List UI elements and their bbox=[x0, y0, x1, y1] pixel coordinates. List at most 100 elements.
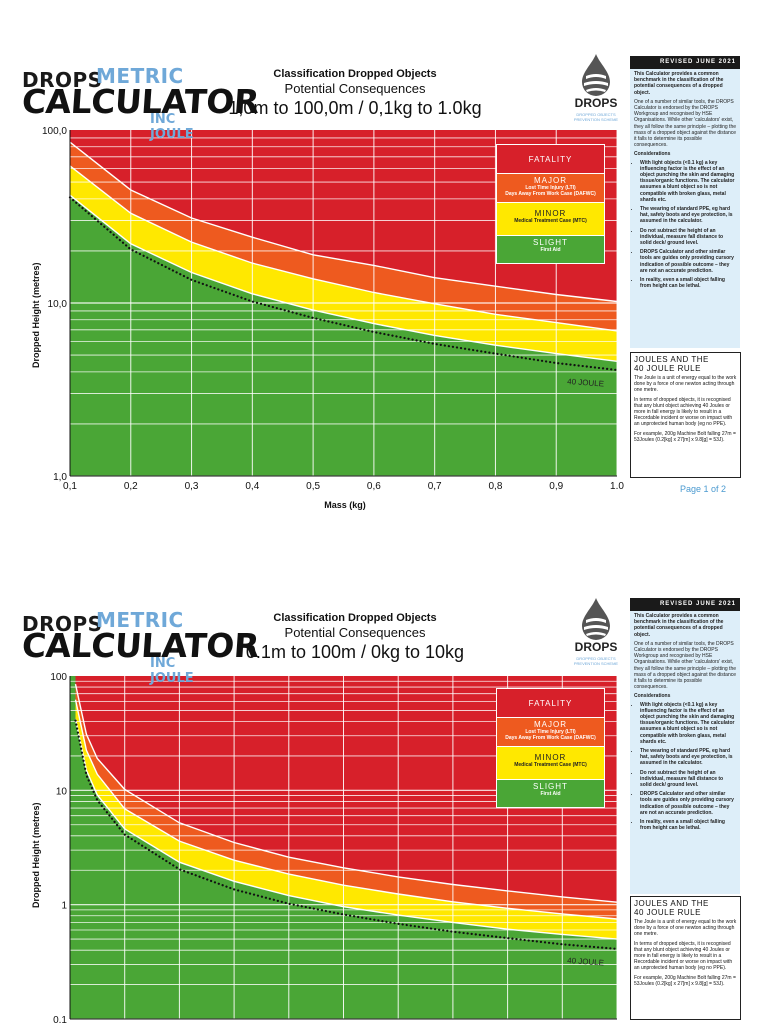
logo-metric-text: METRIC bbox=[96, 64, 184, 88]
y-axis-label-2: Dropped Height (metres) bbox=[31, 802, 41, 908]
consideration-item: The wearing of standard PPE, eg hard hat… bbox=[640, 206, 736, 225]
y-tick-label: 10 bbox=[56, 786, 68, 797]
revised-date-banner: REVISED JUNE 2021 bbox=[630, 56, 740, 69]
brand-name: DROPS bbox=[574, 96, 618, 110]
page-title-block-2: Classification Dropped Objects Potential… bbox=[205, 612, 505, 663]
x-tick-label: 0,5 bbox=[306, 481, 320, 492]
page-title-line1: Classification Dropped Objects bbox=[273, 612, 437, 624]
drops-brand-2: DROPS DROPPED OBJECTS PREVENTION SCHEME bbox=[566, 596, 626, 671]
page-title-range: 0.1m to 100m / 0kg to 10kg bbox=[245, 642, 465, 662]
joule-40-line bbox=[68, 196, 619, 372]
joule-40-label: 40 JOULE bbox=[567, 377, 604, 389]
joule-example: For example, 200g Machine Bolt falling 2… bbox=[634, 974, 736, 987]
joule-40-line bbox=[74, 719, 619, 950]
drops-calculator-logo-2: DROPS METRIC CALCULATOR INC JOULE bbox=[21, 608, 261, 686]
page-title-line2: Potential Consequences bbox=[284, 625, 426, 640]
logo-drops-text: DROPS bbox=[22, 68, 103, 92]
info-sidebar: REVISED JUNE 2021 This Calculator provid… bbox=[630, 56, 740, 348]
joule-definition: The Joule is a unit of energy equal to t… bbox=[634, 375, 737, 394]
x-tick-label: 0,4 bbox=[245, 481, 259, 492]
fatality-boundary-line bbox=[74, 683, 618, 903]
legend-fatality: FATALITY bbox=[497, 689, 604, 718]
x-tick-label: 1.0 bbox=[610, 481, 624, 492]
page-2: 40 JOULE 100 10 1 0.1 DROPS METRIC CALCULATO… bbox=[0, 536, 768, 1024]
consideration-item: With light objects (<0.1 kg) a key influ… bbox=[640, 160, 736, 203]
consideration-item: Do not subtract the height of an individ… bbox=[640, 770, 736, 789]
sidebar-paragraph: One of a number of similar tools, the DR… bbox=[634, 98, 737, 149]
consideration-item: In reality, even a small object falling … bbox=[640, 277, 736, 289]
logo-drops-text: DROPS bbox=[22, 612, 103, 636]
consideration-item: In reality, even a small object falling … bbox=[640, 819, 736, 831]
x-tick-label: 0,6 bbox=[367, 481, 381, 492]
slight-region bbox=[70, 195, 617, 476]
x-tick-label: 0,7 bbox=[428, 481, 442, 492]
page-title-range: 1,0m to 100,0m / 0,1kg to 1.0kg bbox=[228, 98, 482, 118]
info-sidebar-2: REVISED JUNE 2021 This Calculator provid… bbox=[630, 598, 740, 894]
x-tick-label: 0,3 bbox=[185, 481, 199, 492]
logo-metric-text: METRIC bbox=[96, 608, 184, 632]
x-axis-label: Mass (kg) bbox=[324, 500, 366, 510]
considerations-list: With light objects (<0.1 kg) a key influ… bbox=[634, 702, 736, 832]
logo-inc-joule-text: INC JOULE bbox=[150, 112, 194, 142]
drop-logo-icon bbox=[582, 54, 610, 96]
revised-date-banner: REVISED JUNE 2021 bbox=[630, 598, 740, 611]
fatality-boundary-line bbox=[69, 141, 618, 303]
consideration-item: DROPS Calculator and other similar tools… bbox=[640, 791, 736, 816]
slight-region bbox=[70, 676, 617, 1019]
considerations-title: Considerations bbox=[634, 151, 671, 158]
joule-box-title: JOULES AND THE 40 JOULE RULE bbox=[634, 355, 709, 373]
legend-minor: MINOR Medical Treatment Case (MTC) bbox=[497, 203, 604, 236]
joule-rule-box: JOULES AND THE 40 JOULE RULE The Joule i… bbox=[630, 352, 741, 478]
considerations-title: Considerations bbox=[634, 693, 671, 700]
y-tick-label: 100,0 bbox=[42, 126, 67, 137]
severity-legend: FATALITY MAJOR Lost Time Injury (LTI) Da… bbox=[496, 144, 605, 264]
considerations-list: With light objects (<0.1 kg) a key influ… bbox=[634, 160, 736, 290]
page-1: 40 JOULE 100,0 10,0 1,0 0,1 0,2 0,3 0,4 0,5 0,6 0,… bbox=[0, 0, 768, 512]
joule-box-title: JOULES AND THE 40 JOULE RULE bbox=[634, 899, 709, 917]
legend-major: MAJOR Lost Time Injury (LTI) Days Away F… bbox=[497, 174, 604, 203]
x-tick-label: 0,2 bbox=[124, 481, 138, 492]
logo-inc-joule-text: INC JOULE bbox=[150, 656, 194, 686]
sidebar-paragraph: One of a number of similar tools, the DR… bbox=[634, 640, 737, 691]
joule-example: For example, 200g Machine Bolt falling 2… bbox=[634, 430, 736, 443]
x-tick-label: 0,1 bbox=[63, 481, 77, 492]
drops-calculator-logo: DROPS METRIC CALCULATOR INC JOULE bbox=[21, 64, 261, 142]
y-axis-label: Dropped Height (metres) bbox=[31, 262, 41, 368]
brand-name: DROPS bbox=[574, 640, 618, 654]
y-tick-label: 10,0 bbox=[48, 299, 68, 310]
major-boundary-line bbox=[74, 699, 618, 920]
joule-rule-text: In terms of dropped objects, it is recog… bbox=[634, 940, 733, 972]
minor-boundary-line bbox=[69, 194, 618, 362]
legend-minor: MINOR Medical Treatment Case (MTC) bbox=[497, 747, 604, 780]
page-title-block: Classification Dropped Objects Potential… bbox=[205, 68, 505, 119]
sidebar-intro: This Calculator provides a common benchm… bbox=[634, 613, 724, 638]
drop-logo-icon bbox=[582, 598, 610, 640]
drops-brand: DROPS DROPPED OBJECTS PREVENTION SCHEME bbox=[566, 52, 626, 127]
consideration-item: Do not subtract the height of an individ… bbox=[640, 228, 736, 247]
x-tick-label: 0,9 bbox=[549, 481, 563, 492]
consideration-item: With light objects (<0.1 kg) a key influ… bbox=[640, 702, 736, 745]
legend-fatality: FATALITY bbox=[497, 145, 604, 174]
page-title-line2: Potential Consequences bbox=[284, 81, 426, 96]
joule-40-label: 40 JOULE bbox=[567, 956, 604, 968]
brand-subtitle: DROPPED OBJECTS PREVENTION SCHEME bbox=[573, 112, 619, 122]
legend-major: MAJOR Lost Time Injury (LTI) Days Away F… bbox=[497, 718, 604, 747]
major-boundary-line bbox=[69, 165, 618, 332]
severity-legend-2: FATALITY MAJOR Lost Time Injury (LTI) Da… bbox=[496, 688, 605, 808]
y-tick-label: 0.1 bbox=[53, 1015, 67, 1024]
joule-definition: The Joule is a unit of energy equal to t… bbox=[634, 919, 737, 938]
y-tick-label: 100 bbox=[50, 672, 67, 683]
joule-rule-text: In terms of dropped objects, it is recog… bbox=[634, 396, 733, 428]
minor-boundary-line bbox=[74, 718, 618, 940]
legend-slight: SLIGHT First Aid bbox=[497, 236, 604, 263]
legend-slight: SLIGHT First Aid bbox=[497, 780, 604, 807]
sidebar-intro: This Calculator provides a common benchm… bbox=[634, 71, 724, 96]
consideration-item: DROPS Calculator and other similar tools… bbox=[640, 249, 736, 274]
consideration-item: The wearing of standard PPE, eg hard hat… bbox=[640, 748, 736, 767]
y-tick-label: 1 bbox=[61, 901, 67, 912]
joule-rule-box-2: JOULES AND THE 40 JOULE RULE The Joule i… bbox=[630, 896, 741, 1020]
brand-subtitle: DROPPED OBJECTS PREVENTION SCHEME bbox=[573, 656, 619, 666]
x-tick-label: 0,8 bbox=[488, 481, 502, 492]
page-title-line1: Classification Dropped Objects bbox=[273, 68, 437, 80]
page-number: Page 1 of 2 bbox=[680, 484, 727, 494]
